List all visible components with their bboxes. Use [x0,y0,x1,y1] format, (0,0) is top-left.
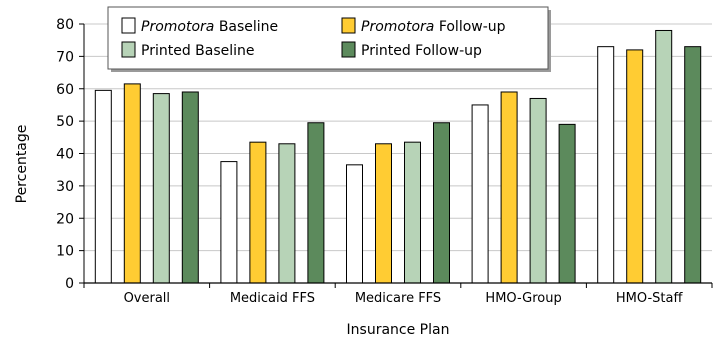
x-axis-labels: Overall Medicaid FFS Medicare FFS HMO-Group… [83,283,713,306]
y-tick-label: 0 [65,276,74,292]
legend-entry-prefix: Promotora [141,19,214,35]
legend-entry: Promotora Follow-up [361,19,506,35]
legend-entry: Promotora Baseline [141,19,278,35]
legend-entry-label: Printed Follow-up [361,43,482,59]
bar-medicaid-ffs-series-1 [249,141,267,284]
bar-hmo-staff-series-1 [626,49,644,284]
legend-swatch [341,41,356,58]
bar-hmo-staff-series-0 [597,46,615,284]
bar-overall-series-2 [152,93,170,284]
legend-entry: Printed Baseline [141,43,255,59]
bar-hmo-group-series-1 [500,91,518,284]
x-tick-label: HMO-Group [485,291,561,306]
bar-medicare-ffs-series-0 [346,164,363,284]
y-tick-label: 80 [56,17,74,33]
y-axis-label: Percentage [14,125,30,204]
bar-hmo-staff-series-3 [684,46,702,284]
legend-entry-label: Printed Baseline [141,43,255,59]
bar-overall-series-3 [181,91,199,284]
y-tick-label: 10 [56,244,74,260]
bar-overall-series-0 [94,89,112,284]
x-tick-label: HMO-Staff [616,291,684,306]
legend-entry: Printed Follow-up [361,43,482,59]
bar-medicare-ffs-series-1 [375,143,392,284]
y-tick-label: 40 [56,147,74,163]
x-tick-label: Medicaid FFS [230,291,315,306]
bar-medicaid-ffs-series-0 [220,161,238,284]
legend-swatch [121,41,136,58]
legend-entry-label: Follow-up [439,19,506,35]
bar-medicaid-ffs-series-3 [307,122,325,284]
y-tick-label: 70 [56,49,74,65]
legend-box [107,6,549,70]
legend: Promotora Baseline Promotora Follow-upPri… [107,6,551,72]
x-tick-label: Medicare FFS [355,291,441,306]
bar-medicaid-ffs-series-2 [278,143,296,284]
bar-hmo-group-series-2 [529,97,547,284]
x-tick-label: Overall [124,291,170,306]
bar-hmo-staff-series-2 [655,29,673,284]
bar-hmo-group-series-3 [558,123,576,284]
bar-medicare-ffs-series-3 [433,122,450,284]
legend-swatch [121,17,136,34]
bar-medicare-ffs-series-2 [404,141,421,284]
legend-swatch [341,17,356,34]
bar-overall-series-1 [123,83,141,284]
bar-hmo-group-series-0 [471,104,489,284]
x-axis-label: Insurance Plan [347,322,450,338]
y-tick-label: 60 [56,82,74,98]
y-tick-label: 50 [56,114,74,130]
legend-entry-label: Baseline [219,19,278,35]
legend-entry-prefix: Promotora [361,19,434,35]
y-axis-ticks: 0 10 20 30 40 50 60 70 80 [56,17,84,292]
y-tick-label: 20 [56,211,74,227]
y-tick-label: 30 [56,179,74,195]
